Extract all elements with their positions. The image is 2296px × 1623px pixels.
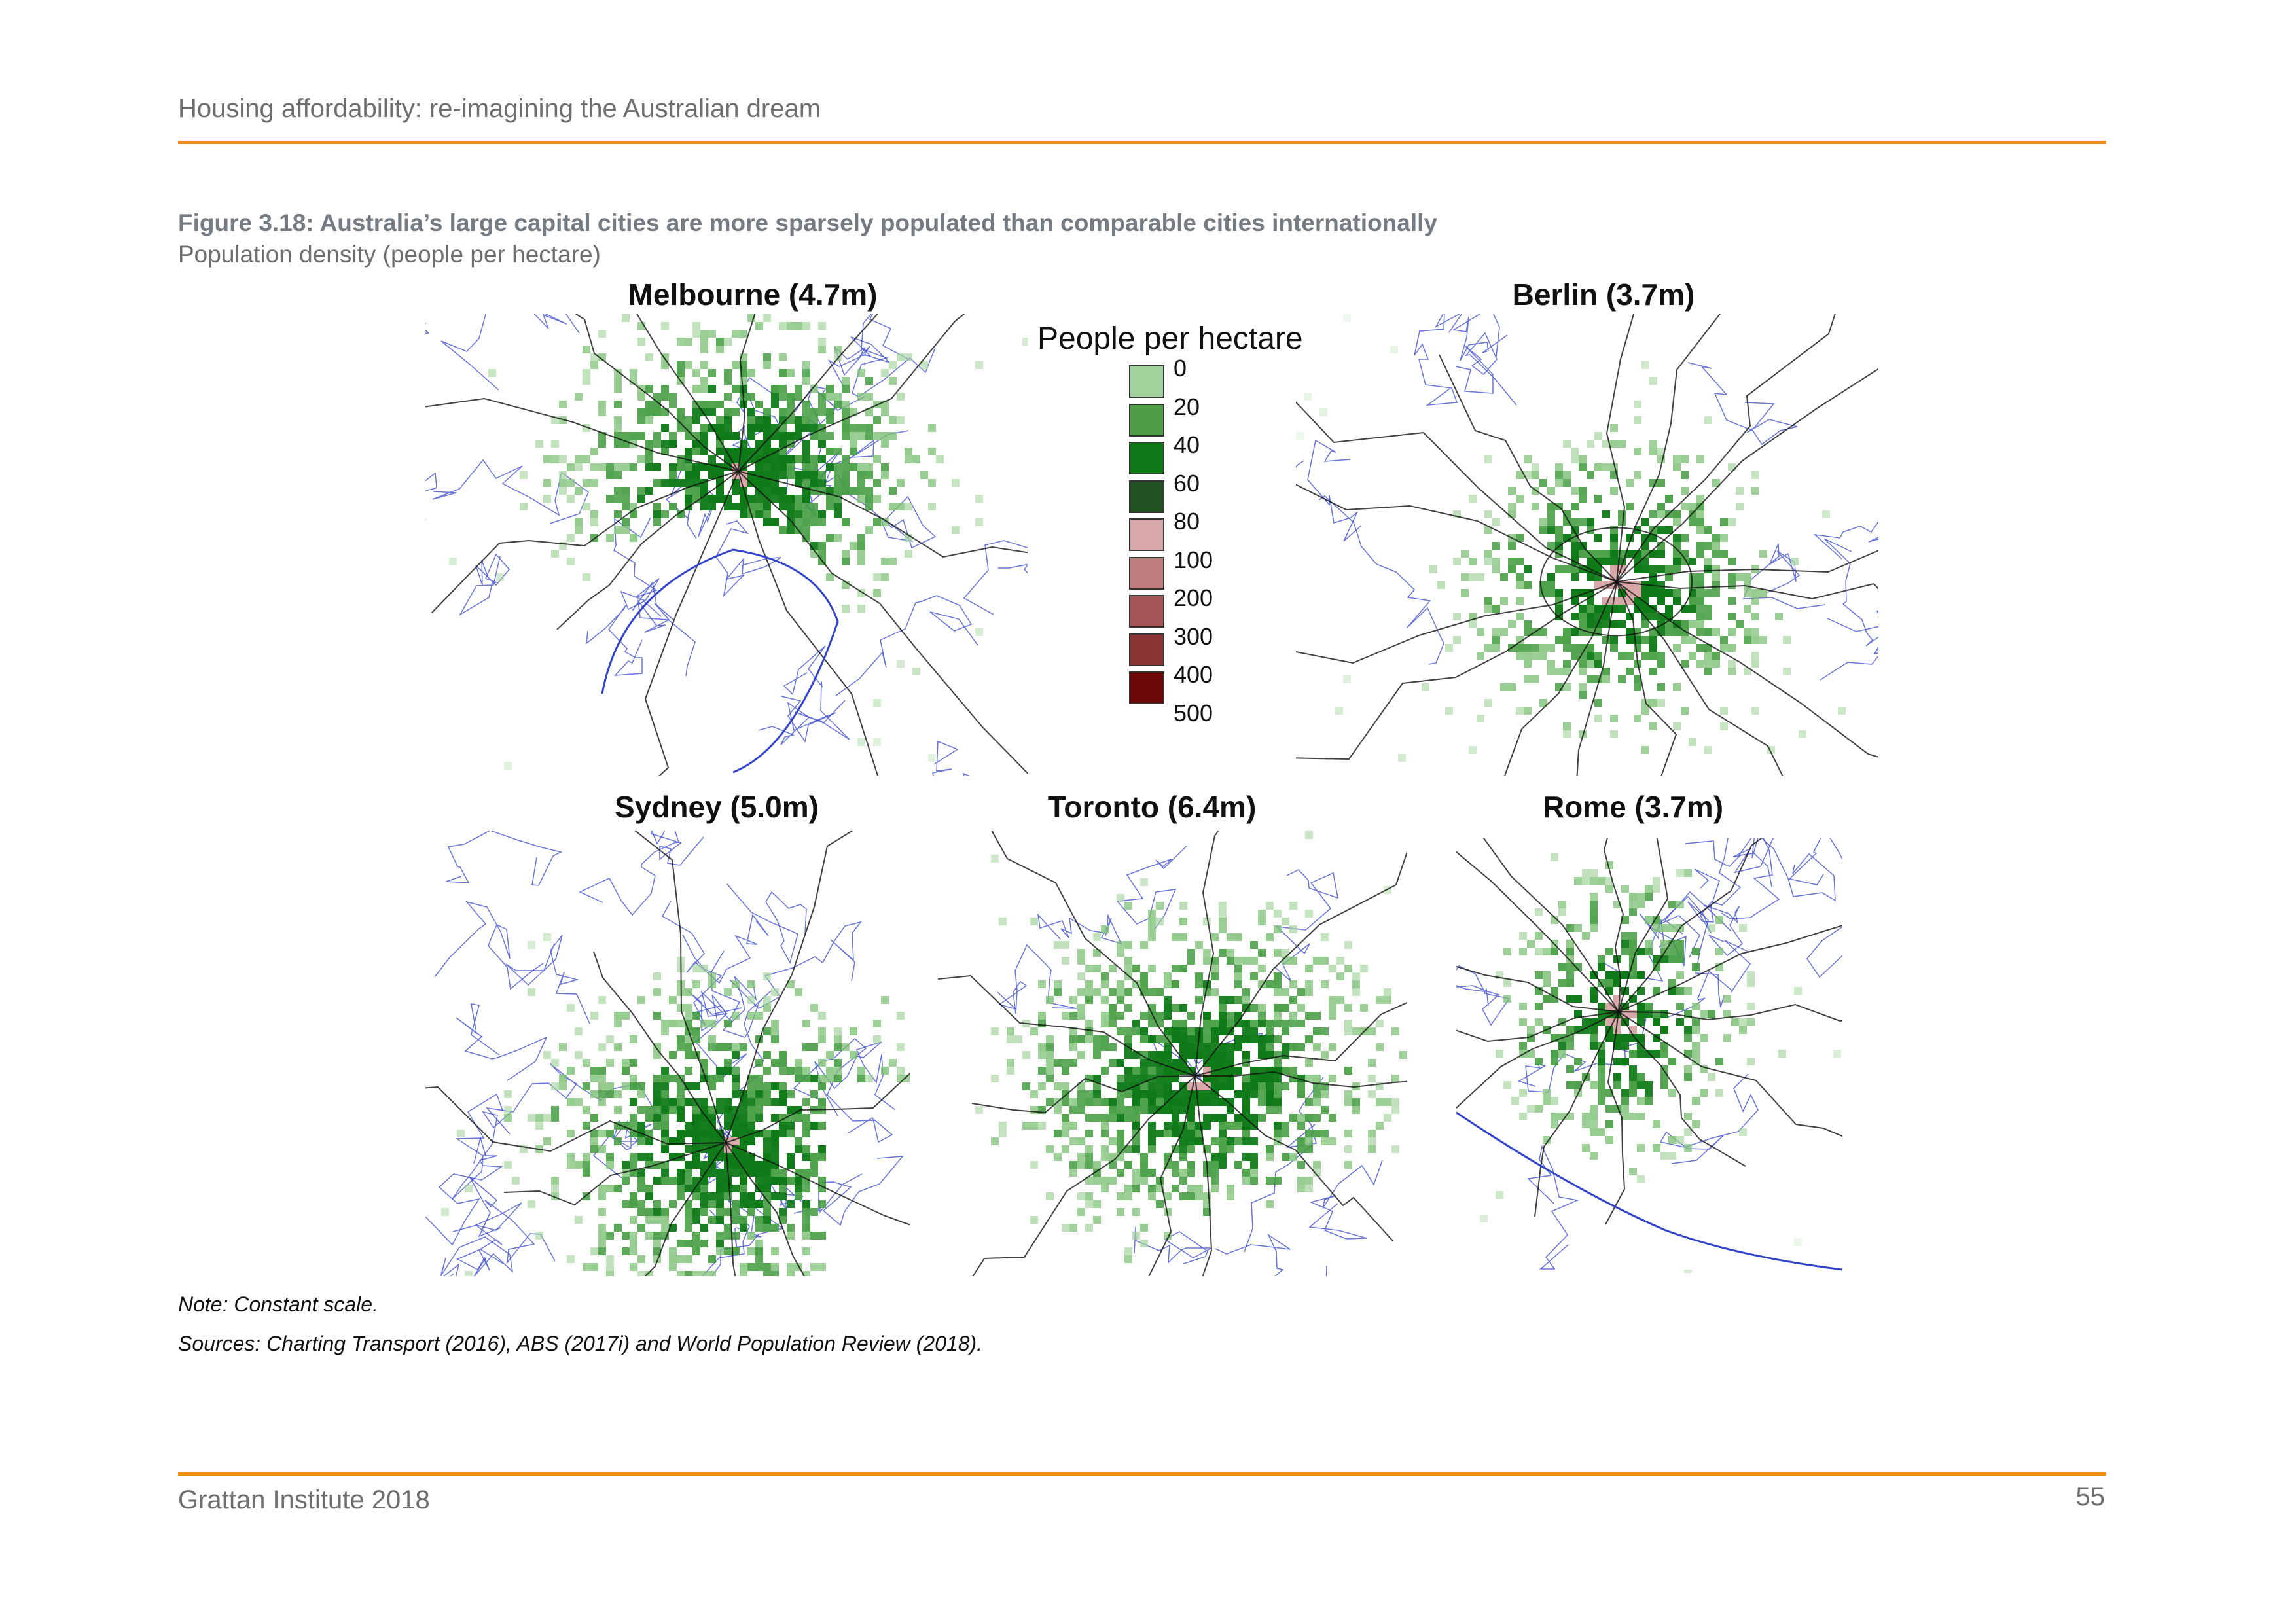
legend-label: 300 <box>1174 622 1213 650</box>
footer-rule <box>178 1472 2106 1476</box>
legend-swatch <box>1129 480 1164 513</box>
map-sydney <box>425 831 910 1276</box>
page-number: 55 <box>2075 1482 2106 1511</box>
legend-label: 200 <box>1174 584 1213 611</box>
city-title-rome: Rome (3.7m) <box>1542 790 1724 824</box>
legend-swatch <box>1129 403 1164 437</box>
map-rome <box>1456 838 1842 1273</box>
legend-swatch <box>1129 595 1164 628</box>
header-rule <box>178 141 2106 144</box>
legend-label: 0 <box>1174 355 1187 382</box>
city-title-berlin: Berlin (3.7m) <box>1512 277 1695 312</box>
city-title-sydney: Sydney (5.0m) <box>615 790 819 824</box>
map-berlin <box>1296 314 1878 776</box>
legend-label: 500 <box>1174 699 1213 726</box>
map-melbourne <box>425 314 1028 776</box>
figure-sources: Sources: Charting Transport (2016), ABS … <box>178 1332 983 1355</box>
figure-subtitle: Population density (people per hectare) <box>178 241 601 268</box>
legend-swatch <box>1129 671 1164 704</box>
legend-title: People per hectare <box>1037 321 1303 356</box>
map-toronto <box>936 831 1407 1276</box>
legend-label: 80 <box>1174 508 1200 535</box>
legend-label: 40 <box>1174 431 1200 458</box>
legend-swatch <box>1129 518 1164 551</box>
legend-swatch <box>1129 556 1164 590</box>
legend-label: 60 <box>1174 469 1200 497</box>
city-title-melbourne: Melbourne (4.7m) <box>628 277 878 312</box>
figure-note: Note: Constant scale. <box>178 1293 378 1316</box>
city-title-toronto: Toronto (6.4m) <box>1047 790 1257 824</box>
legend-label: 20 <box>1174 393 1200 420</box>
legend-label: 100 <box>1174 546 1213 573</box>
figure-title: Figure 3.18: Australia’s large capital c… <box>178 209 1437 236</box>
legend-label: 400 <box>1174 661 1213 688</box>
legend-swatch <box>1129 633 1164 666</box>
legend-swatch <box>1129 442 1164 474</box>
document-header: Housing affordability: re-imagining the … <box>178 94 821 123</box>
footer-organisation: Grattan Institute 2018 <box>178 1486 430 1514</box>
legend-swatch <box>1129 365 1164 398</box>
